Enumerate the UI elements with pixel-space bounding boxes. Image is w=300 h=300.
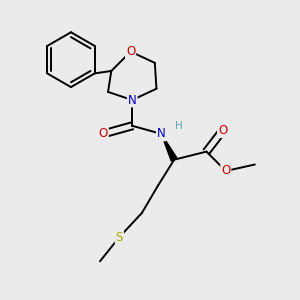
Text: O: O (221, 164, 230, 178)
Text: N: N (128, 94, 136, 106)
Polygon shape (161, 134, 177, 161)
Text: N: N (157, 128, 166, 140)
Text: O: O (99, 128, 108, 140)
Text: O: O (218, 124, 227, 137)
Text: O: O (126, 45, 135, 58)
Text: S: S (116, 231, 123, 244)
Text: H: H (175, 121, 183, 131)
